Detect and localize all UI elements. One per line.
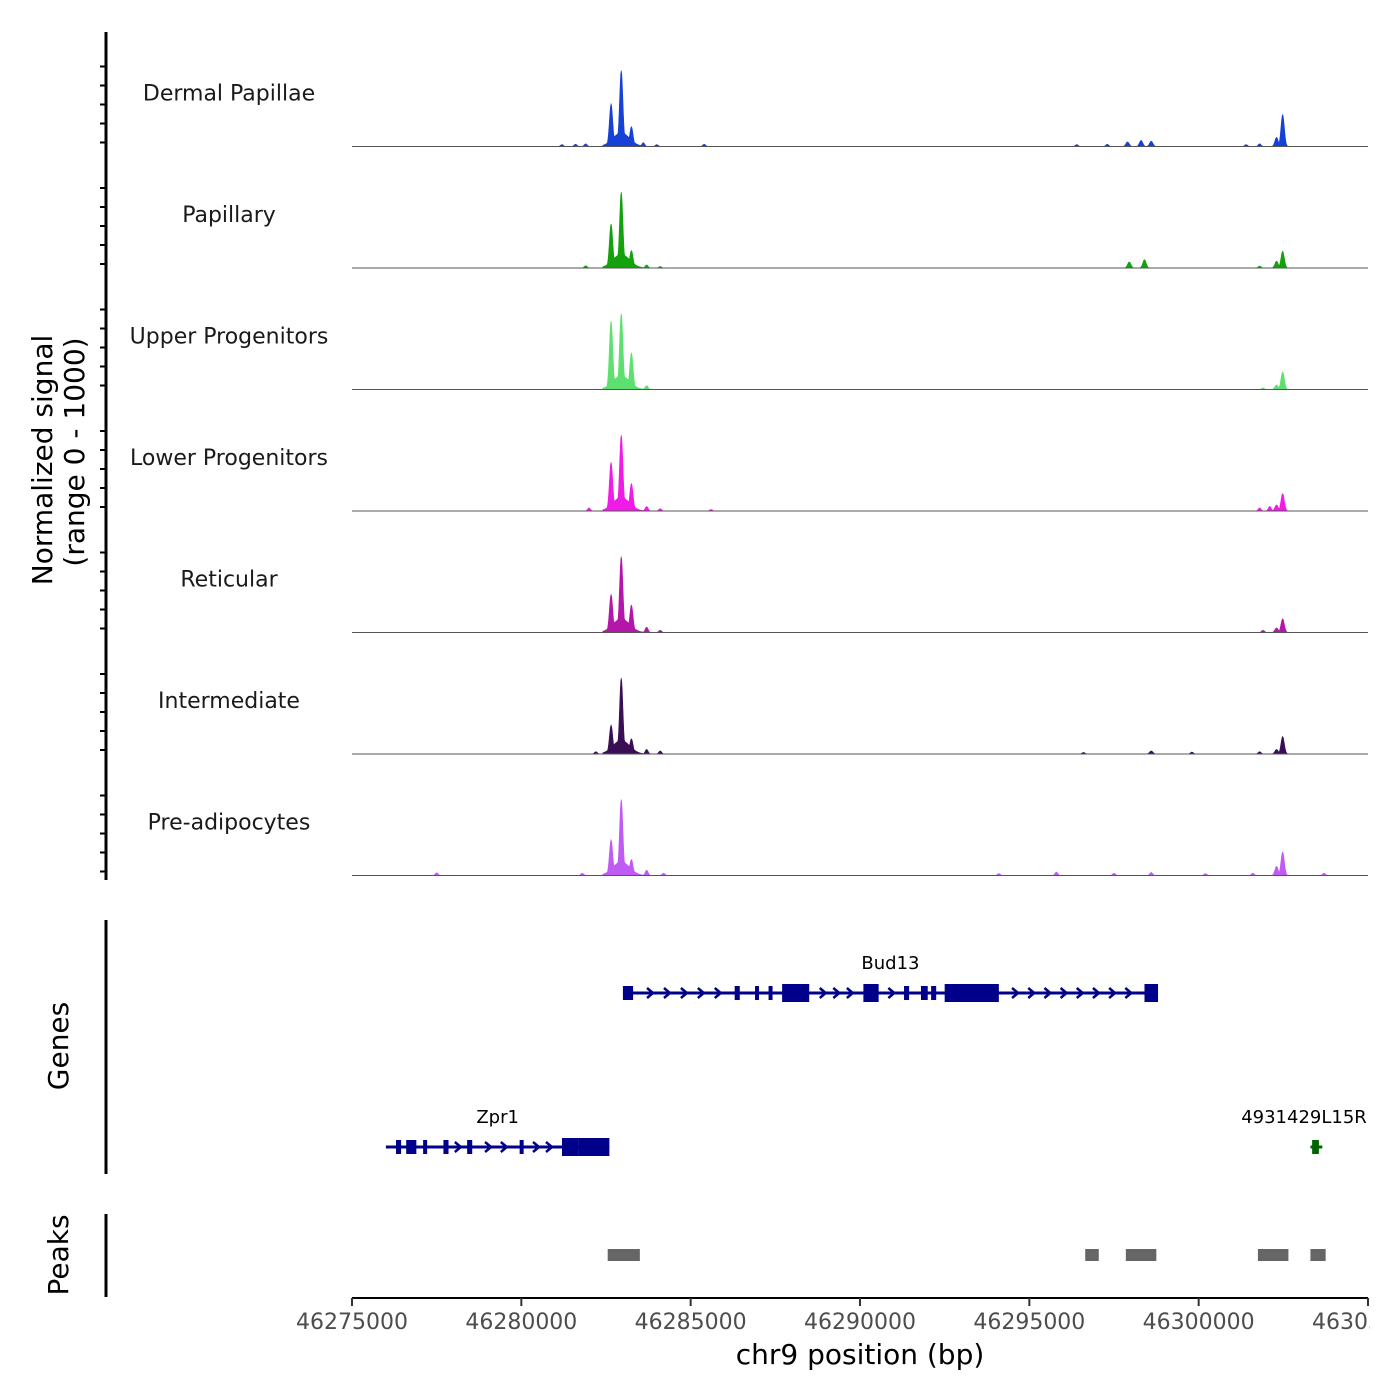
signal-axis-ticks	[100, 65, 106, 873]
track-label: Dermal Papillae	[143, 82, 315, 107]
exon	[467, 1140, 473, 1154]
y-axis-label-line1: Normalized signal	[26, 335, 59, 586]
peak-region	[607, 1249, 640, 1261]
strand-arrow	[1092, 987, 1101, 999]
exon	[768, 986, 773, 1000]
exon	[782, 984, 810, 1002]
x-axis-ticks: 46275000 46280000 46285000 46290000 46295000…	[296, 1298, 1400, 1335]
peak-region	[1085, 1249, 1099, 1261]
track-dermal-papillae: Dermal Papillae	[143, 70, 1368, 147]
exon	[423, 1140, 428, 1154]
x-tick-label: 46290000	[804, 1310, 916, 1335]
exon	[920, 986, 928, 1000]
exon	[406, 1140, 417, 1154]
signal-area	[352, 313, 1368, 390]
exon	[755, 986, 760, 1000]
x-tick-label: 46305000	[1312, 1310, 1400, 1335]
track-label: Intermediate	[158, 689, 300, 714]
x-tick-label: 46280000	[465, 1310, 577, 1335]
strand-arrow	[663, 987, 672, 999]
strand-arrow	[1043, 987, 1053, 999]
strand-arrow	[846, 987, 855, 999]
strand-arrow	[1011, 987, 1020, 999]
track-upper-progenitors: Upper Progenitors	[130, 313, 1368, 390]
exon	[1312, 1140, 1319, 1154]
track-papillary: Papillary	[182, 191, 1368, 269]
strand-arrow	[832, 987, 842, 999]
genes-panel-label: Genes	[42, 1002, 75, 1090]
exon	[578, 1138, 610, 1156]
signal-area	[352, 191, 1368, 269]
exon	[734, 986, 740, 1000]
strand-arrow	[697, 987, 706, 999]
x-tick-label: 46295000	[973, 1310, 1085, 1335]
strand-arrow	[484, 1141, 493, 1153]
exon	[519, 1140, 524, 1154]
strand-arrow	[680, 987, 689, 999]
x-axis-label: chr9 position (bp)	[736, 1338, 985, 1371]
x-tick-label: 46285000	[635, 1310, 747, 1335]
strand-arrow	[1075, 987, 1085, 999]
peak-region	[1125, 1249, 1157, 1261]
exon	[944, 984, 999, 1002]
track-label: Papillary	[182, 203, 276, 228]
exon	[561, 1138, 579, 1156]
peaks-panel-label: Peaks	[42, 1214, 75, 1295]
gene-4931429l15r: 4931429L15R	[1241, 1107, 1367, 1154]
coverage-tracks: Dermal Papillae Papillary Upper Progenitor…	[130, 70, 1368, 876]
strand-arrow	[887, 987, 897, 999]
x-tick-label: 46275000	[296, 1310, 408, 1335]
signal-area	[352, 556, 1368, 633]
strand-arrow	[532, 1141, 541, 1153]
strand-arrow	[454, 1141, 463, 1153]
peak-region	[1310, 1249, 1326, 1261]
track-intermediate: Intermediate	[158, 677, 1368, 755]
peak-regions	[607, 1249, 1326, 1261]
signal-area	[352, 70, 1368, 147]
exon	[1144, 984, 1159, 1002]
gene-annotations: Bud13 Zpr1 4931429L15R	[385, 953, 1367, 1156]
strand-arrow	[818, 987, 828, 999]
strand-arrow	[1108, 987, 1118, 999]
peak-region	[1257, 1249, 1289, 1261]
exon	[443, 1140, 449, 1154]
gene-label: Zpr1	[476, 1107, 519, 1128]
exon	[931, 986, 937, 1000]
track-label: Lower Progenitors	[130, 446, 328, 471]
track-reticular: Reticular	[180, 556, 1368, 633]
track-label: Upper Progenitors	[130, 325, 329, 350]
exon	[622, 986, 634, 1000]
gene-bud13: Bud13	[622, 953, 1159, 1002]
gene-label: Bud13	[861, 953, 919, 974]
strand-arrow	[1059, 987, 1069, 999]
strand-arrow	[713, 987, 723, 999]
signal-area	[352, 799, 1368, 876]
track-label: Pre-adipocytes	[148, 811, 311, 836]
y-axis-label-line2: (range 0 - 1000)	[58, 337, 91, 566]
strand-arrow	[646, 987, 655, 999]
strand-arrow	[1124, 987, 1134, 999]
exon	[396, 1140, 402, 1154]
track-label: Reticular	[180, 568, 278, 593]
signal-area	[352, 434, 1368, 512]
strand-arrow	[1027, 987, 1037, 999]
track-lower-progenitors: Lower Progenitors	[130, 434, 1368, 512]
gene-zpr1: Zpr1	[385, 1107, 610, 1156]
track-pre-adipocytes: Pre-adipocytes	[148, 799, 1368, 876]
strand-arrow	[545, 1141, 554, 1153]
strand-arrow	[500, 1141, 509, 1153]
x-tick-label: 46300000	[1143, 1310, 1255, 1335]
gene-label: 4931429L15R	[1241, 1107, 1367, 1128]
signal-area	[352, 677, 1368, 755]
exon	[904, 986, 910, 1000]
exon	[863, 984, 879, 1002]
